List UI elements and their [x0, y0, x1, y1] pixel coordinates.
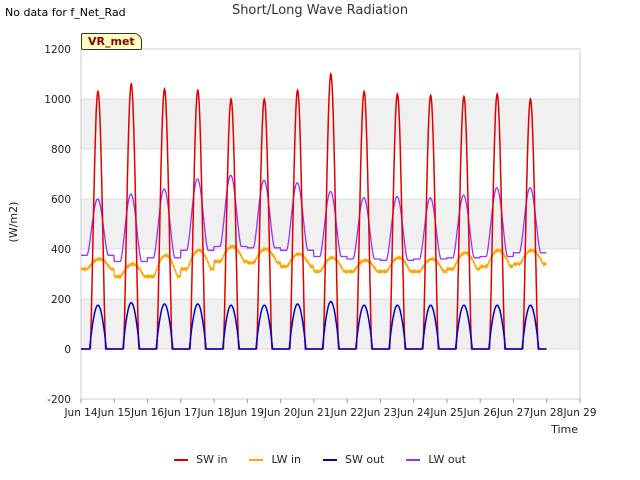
x-tick-label: Jun 15	[97, 407, 131, 419]
legend-item-lw-in: LW in	[249, 453, 301, 466]
station-badge: VR_met	[81, 33, 142, 50]
grid-band	[81, 199, 580, 249]
y-tick-label: 1200	[44, 44, 71, 56]
chart-title: Short/Long Wave Radiation	[231, 3, 409, 18]
x-tick-label: Jun 27	[496, 407, 530, 419]
x-tick-label: Jun 22	[330, 407, 364, 419]
plot-frame	[80, 48, 581, 400]
x-axis-label: Time	[550, 423, 578, 436]
legend-item-lw-out: LW out	[406, 453, 466, 466]
y-tick-label: 200	[51, 294, 71, 306]
x-tick-label: Jun 29	[562, 407, 596, 419]
x-tick-label: Jun 19	[230, 407, 264, 419]
x-tick-label: Jun 25	[429, 407, 463, 419]
no-data-message: No data for f_Net_Rad	[5, 6, 126, 19]
y-tick-label: 400	[51, 244, 71, 256]
x-tick-label: Jun 21	[296, 407, 330, 419]
x-tick-label: Jun 18	[197, 407, 231, 419]
series-layer	[80, 71, 548, 350]
legend-swatch-sw-out	[323, 458, 338, 461]
y-tick-label: 800	[51, 144, 71, 156]
y-tick-label: 0	[64, 344, 71, 356]
legend-label-lw-in: LW in	[271, 453, 302, 466]
legend-label-lw-out: LW out	[428, 453, 466, 466]
y-tick-label: 600	[51, 194, 71, 206]
legend-label-sw-out: SW out	[345, 453, 385, 466]
legend-swatch-sw-in	[174, 458, 189, 461]
y-tick-label: -200	[47, 394, 71, 406]
grid-bands	[81, 99, 580, 349]
x-tick-label: Jun 26	[463, 407, 497, 419]
legend: SW in LW in SW out LW out	[0, 453, 640, 466]
y-axis-label: (W/m2)	[7, 202, 20, 243]
legend-swatch-lw-out	[406, 458, 421, 461]
x-tick-label: Jun 23	[363, 407, 397, 419]
x-tick-label: Jun 16	[130, 407, 164, 419]
x-tick-labels: Jun 14 Jun 15 Jun 16 Jun 17 Jun 18 Jun 19 Jun …	[63, 399, 597, 419]
x-tick-label: Jun 17	[163, 407, 197, 419]
legend-swatch-lw-in	[249, 458, 264, 461]
series-line-sw-out	[81, 300, 547, 350]
grid-band	[81, 99, 580, 149]
grid-band	[81, 299, 580, 349]
legend-item-sw-in: SW in	[174, 453, 227, 466]
legend-item-sw-out: SW out	[323, 453, 384, 466]
x-tick-label: Jun 14	[63, 407, 97, 419]
x-tick-label: Jun 24	[396, 407, 430, 419]
legend-label-sw-in: SW in	[196, 453, 228, 466]
y-tick-labels: -200 0 200 400 600 800 1000 1200	[44, 44, 71, 406]
x-tick-label: Jun 20	[263, 407, 297, 419]
x-tick-label: Jun 28	[529, 407, 563, 419]
y-tick-label: 1000	[44, 94, 71, 106]
